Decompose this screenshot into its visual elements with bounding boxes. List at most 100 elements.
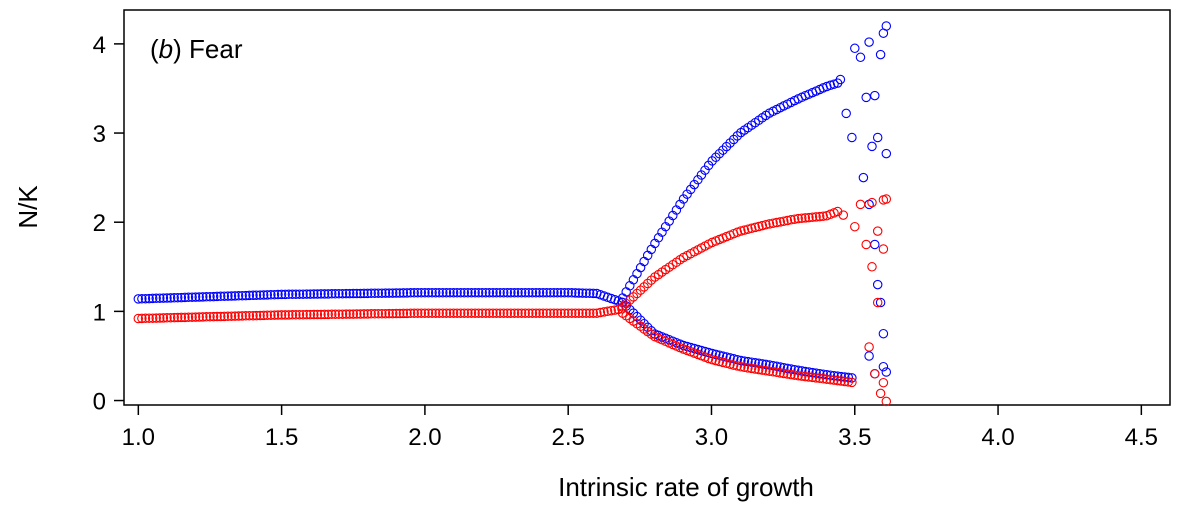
data-point: [362, 288, 373, 299]
data-point: [208, 311, 219, 322]
data-point: [814, 211, 825, 222]
data-point: [814, 373, 825, 384]
data-point: [635, 315, 646, 325]
data-point: [305, 309, 316, 320]
data-point: [804, 212, 814, 223]
data-point: [498, 287, 509, 298]
data-point: [872, 132, 883, 143]
data-point: [881, 194, 892, 204]
data-point: [301, 309, 312, 320]
data-point: [284, 310, 294, 320]
data-point: [750, 364, 760, 374]
data-point: [287, 310, 298, 320]
data-point: [779, 368, 789, 379]
x-axis-title: Intrinsic rate of growth: [558, 472, 814, 502]
data-point: [875, 388, 886, 399]
data-point: [746, 363, 757, 374]
panel-letter: b: [159, 34, 173, 64]
data-point: [520, 308, 530, 318]
data-point: [872, 297, 883, 308]
y-axis-title: N/K: [13, 185, 43, 229]
data-point: [800, 371, 811, 382]
data-point: [180, 292, 190, 303]
data-point: [764, 219, 775, 229]
y-tick-label: 0: [93, 389, 106, 416]
data-point: [276, 289, 287, 300]
data-point: [298, 309, 308, 320]
data-point: [847, 132, 857, 143]
data-point: [721, 358, 732, 369]
data-point: [541, 308, 552, 318]
data-point: [825, 80, 836, 91]
data-point: [190, 312, 201, 322]
data-point: [556, 308, 566, 318]
data-point: [448, 287, 459, 298]
data-point: [172, 292, 183, 303]
y-tick-label: 1: [93, 299, 106, 326]
data-point: [570, 308, 581, 318]
data-point: [513, 287, 523, 298]
data-point: [448, 308, 459, 318]
data-point: [344, 309, 355, 319]
data-point: [255, 310, 265, 321]
data-point: [764, 366, 775, 376]
data-point: [133, 294, 144, 304]
data-point: [380, 288, 391, 298]
y-tick-label: 3: [93, 121, 106, 148]
data-point: [416, 308, 427, 318]
data-point: [198, 312, 208, 322]
data-point: [366, 288, 376, 299]
data-point: [248, 290, 258, 301]
data-point: [362, 309, 373, 319]
data-point: [391, 288, 401, 298]
data-point: [398, 308, 409, 319]
data-point: [786, 215, 796, 225]
data-point: [237, 311, 247, 321]
data-point: [269, 289, 280, 300]
data-point: [459, 308, 470, 318]
data-point: [165, 312, 176, 323]
data-point: [273, 310, 283, 320]
data-point: [531, 287, 541, 298]
data-point: [194, 292, 204, 302]
data-point: [330, 289, 341, 299]
data-point: [552, 308, 563, 318]
data-point: [855, 52, 866, 63]
data-point: [226, 291, 237, 301]
data-point: [151, 313, 161, 323]
data-point: [556, 287, 566, 298]
data-point: [771, 217, 782, 228]
data-point: [736, 362, 746, 372]
data-point: [244, 290, 255, 301]
data-point: [743, 363, 753, 373]
data-point: [452, 308, 462, 318]
data-point: [545, 308, 556, 318]
data-point: [725, 359, 735, 369]
data-point: [183, 292, 194, 303]
data-point: [602, 306, 613, 317]
data-point: [875, 297, 886, 308]
data-point: [473, 287, 484, 298]
data-point: [237, 290, 247, 301]
data-point: [881, 148, 892, 159]
data-point: [470, 308, 480, 318]
data-point: [402, 288, 412, 298]
data-point: [438, 287, 448, 298]
data-point: [212, 291, 222, 302]
data-point: [693, 175, 703, 185]
data-point: [309, 289, 319, 299]
data-point: [137, 313, 147, 324]
x-axis: 1.0 1.5 2.0 2.5 3.0 3.5 4.0 4.5: [122, 405, 1158, 451]
data-point: [506, 287, 516, 298]
data-point: [327, 309, 337, 320]
data-point: [495, 287, 505, 298]
data-point: [466, 287, 477, 298]
data-point: [416, 287, 427, 298]
data-point: [707, 156, 717, 166]
data-point: [502, 287, 513, 298]
data-point: [341, 288, 351, 299]
data-point: [352, 309, 362, 319]
data-point: [711, 152, 721, 163]
data-point: [219, 311, 230, 322]
data-point: [291, 310, 301, 320]
